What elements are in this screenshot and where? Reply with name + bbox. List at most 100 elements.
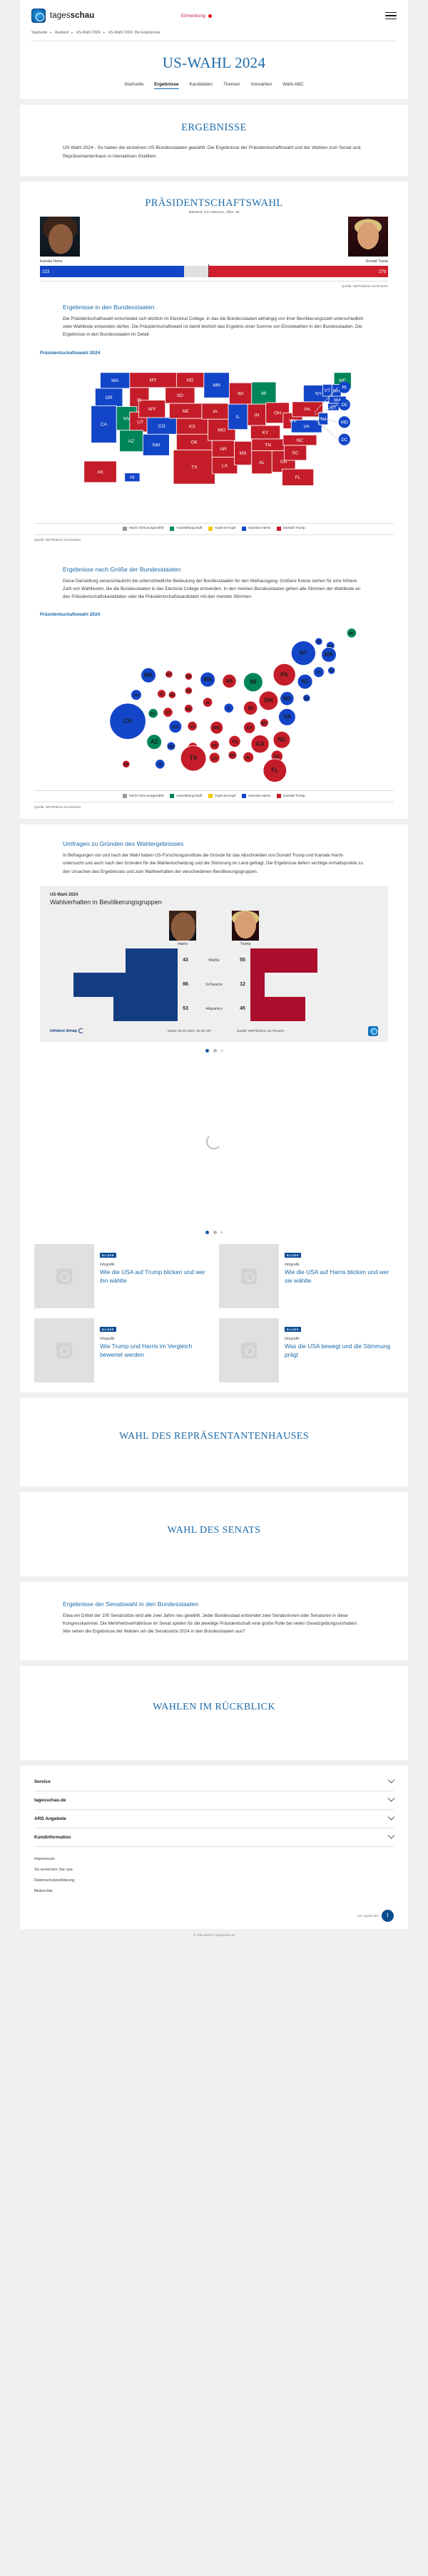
bubble-state-KS[interactable]: KS [187,721,198,732]
carousel-dot-3[interactable] [220,1050,223,1052]
map-state-NM[interactable] [142,433,170,456]
carousel-dot-1[interactable] [205,1230,209,1234]
carousel-dots-2[interactable] [20,1224,408,1241]
teaser-card[interactable]: BILDER Infografik Wie die USA auf Trump … [34,1243,209,1308]
map-state-DC[interactable] [338,433,350,445]
map-state-MD[interactable] [338,415,350,428]
map-state-MN[interactable] [203,372,230,398]
bubble-state-NY[interactable]: NY [290,641,316,666]
bubble-state-DE[interactable]: DE [302,694,311,703]
bubble-state-MO[interactable]: MO [210,721,223,735]
map-state-AZ[interactable] [119,430,143,452]
bubble-state-CO[interactable]: CO [168,720,183,734]
map-state-MS[interactable] [234,440,253,465]
bubble-state-CA[interactable]: CA [109,703,146,740]
footer-link-impressum[interactable]: Impressum [34,1857,55,1861]
footer-accordion-ard-angebote[interactable]: ARD Angebote [34,1810,395,1828]
map-state-FL[interactable] [282,468,315,486]
bubble-map-graphic[interactable]: Präsidentschaftswahl 2024 ME VT NH NY MA WA MT… [20,601,408,819]
map-state-DE[interactable] [338,398,350,410]
teaser-card[interactable]: BILDER Infografik Was die USA bewegt und… [219,1318,394,1382]
map-state-LA[interactable] [211,456,238,474]
tab-vorwahlen[interactable]: Vorwahlen [250,82,272,87]
bubble-state-NV[interactable]: NV [148,708,158,719]
bubble-state-AK[interactable]: AK [122,760,131,769]
carousel-dot-2[interactable] [213,1230,217,1234]
us-map-graphic[interactable]: Präsidentschaftswahl 2024 WA OR CA ID NV UT AZ… [20,339,408,542]
footer-link-datenschutz[interactable]: Datenschutzerklärung [34,1878,75,1883]
bubble-state-PA[interactable]: PA [272,663,296,687]
map-state-VA[interactable] [290,419,322,433]
footer-accordion-tagesschau[interactable]: tagesschau.de [34,1791,395,1810]
footer-link-bildrechte[interactable]: Bildrechte [34,1889,53,1893]
bubble-state-KY[interactable]: KY [243,721,256,734]
map-state-GA[interactable] [271,450,296,472]
bubble-state-WA[interactable]: WA [141,668,156,683]
breaking-news-badge[interactable]: Eilmeldung [181,14,213,19]
footer-accordion-kundinformation[interactable]: Kundinformation [34,1828,395,1847]
tab-wahl-abc[interactable]: Wahl-ABC [282,82,304,87]
tagesschau-logo[interactable]: tagesschau [31,9,94,23]
bubble-state-UT[interactable]: UT [163,707,173,718]
bubble-state-MI[interactable]: MI [243,672,263,693]
footer-accordion-service[interactable]: Service [34,1773,395,1791]
bubble-state-OR[interactable]: OR [131,689,142,701]
bubble-state-NE[interactable]: NE [184,704,193,714]
map-state-CA[interactable] [91,405,117,443]
us-bubble-map[interactable]: ME VT NH NY MA WA MT ND MN WI MI PA CT RI NJ OR ID WY SD IA… [34,621,394,785]
bubble-state-CT[interactable]: CT [313,666,325,678]
map-state-IL[interactable] [228,403,248,430]
bubble-state-MD[interactable]: MD [280,691,295,706]
tab-kandidaten[interactable]: Kandidaten [189,82,213,87]
bubble-state-RI[interactable]: RI [327,666,336,675]
bubble-state-NC[interactable]: NC [272,731,291,749]
bubble-state-NM[interactable]: NM [166,742,176,751]
tab-startseite[interactable]: Startseite [124,82,144,87]
map-state-OR[interactable] [95,388,123,407]
bubble-state-IN[interactable]: IN [243,700,258,715]
map-state-NC[interactable] [282,434,317,445]
us-choropleth-map[interactable]: WA OR CA ID NV UT AZ MT WY CO NM ND SD NE KS OK TX MN IA MO… [34,360,394,518]
tab-themen[interactable]: Themen [223,82,240,87]
bubble-state-FL[interactable]: FL [263,758,287,783]
breadcrumb-item-2[interactable]: US-Wahl 2024 [76,31,101,35]
map-state-TX[interactable] [173,449,215,485]
carousel-dot-1[interactable] [205,1048,209,1052]
bubble-state-LA[interactable]: LA [208,752,220,764]
bubble-state-HI[interactable]: HI [155,759,165,770]
carousel-dots-1[interactable] [20,1042,408,1060]
bubble-state-MA[interactable]: MA [321,647,337,663]
breadcrumb-item-0[interactable]: Startseite [31,31,48,35]
map-state-WY[interactable] [138,399,166,418]
bubble-state-MN[interactable]: MN [200,672,215,688]
map-state-HI[interactable] [124,472,141,482]
bubble-state-SD[interactable]: SD [184,686,193,695]
teaser-title[interactable]: Wie die USA auf Harris blicken und wer s… [285,1268,389,1285]
bubble-state-OH[interactable]: OH [258,690,279,711]
teaser-card[interactable]: BILDER Infografik Wie die USA auf Harris… [219,1243,394,1308]
bubble-state-AZ[interactable]: AZ [146,734,162,750]
bubble-state-IL[interactable]: IL [223,703,234,714]
bubble-state-VT[interactable]: VT [315,637,323,646]
bubble-state-WI[interactable]: WI [222,674,237,689]
bubble-state-MS[interactable]: MS [228,750,238,760]
bubble-state-IA[interactable]: IA [203,697,213,708]
carousel-dot-3[interactable] [220,1231,223,1233]
teaser-card[interactable]: BILDER Infografik Wie Trump und Harris i… [34,1318,209,1382]
carousel-dot-2[interactable] [213,1048,217,1052]
voting-behavior-chart[interactable]: US-Wahl 2024 Wahlverhalten in Bevölkerun… [40,885,388,1042]
footer-link-kontakt[interactable]: So erreichen Sie uns [34,1868,73,1872]
bubble-state-ND[interactable]: ND [184,672,193,681]
bubble-state-AL[interactable]: AL [243,752,255,763]
bubble-state-ME[interactable]: ME [346,628,357,638]
bubble-state-WV[interactable]: WV [260,718,269,728]
bubble-state-TX[interactable]: TX [180,745,207,772]
bubble-state-MT[interactable]: MT [165,670,173,679]
bubble-state-ID[interactable]: ID [157,689,166,699]
bubble-state-GA[interactable]: GA [250,735,270,754]
tab-ergebnisse[interactable]: Ergebnisse [154,82,179,89]
bubble-state-AR[interactable]: AR [209,740,220,750]
hamburger-menu-icon[interactable] [384,11,397,20]
bubble-state-WY[interactable]: WY [168,690,176,699]
breadcrumb-item-1[interactable]: Ausland [54,31,69,35]
